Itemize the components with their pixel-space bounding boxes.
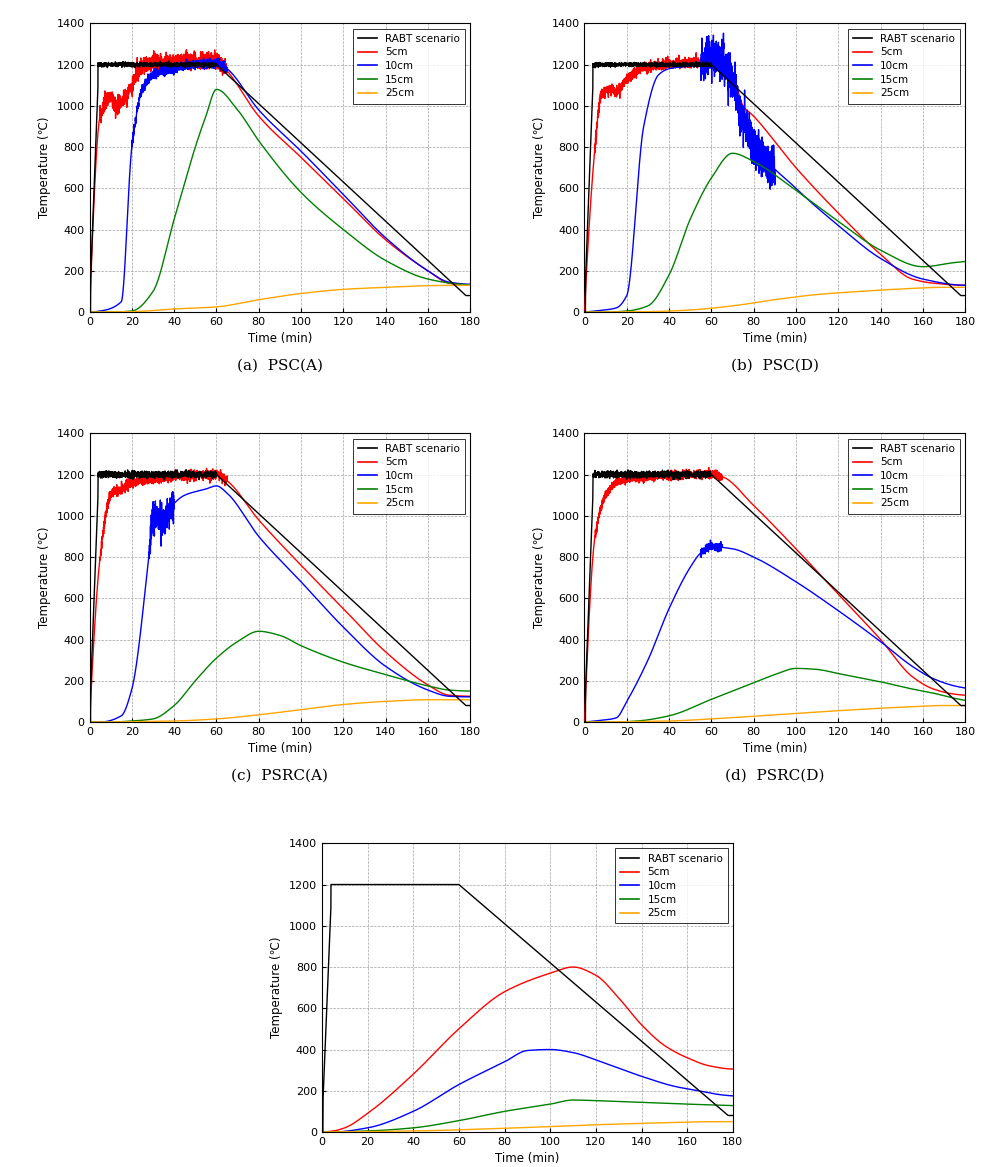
X-axis label: Time (min): Time (min) <box>248 742 312 755</box>
Y-axis label: Temperature (℃): Temperature (℃) <box>533 117 546 218</box>
Legend: RABT scenario, 5cm, 10cm, 15cm, 25cm: RABT scenario, 5cm, 10cm, 15cm, 25cm <box>847 28 959 104</box>
Text: (d)  PSRC(D): (d) PSRC(D) <box>725 768 824 782</box>
Text: (b)  PSC(D): (b) PSC(D) <box>730 358 818 372</box>
Legend: RABT scenario, 5cm, 10cm, 15cm, 25cm: RABT scenario, 5cm, 10cm, 15cm, 25cm <box>352 439 464 513</box>
X-axis label: Time (min): Time (min) <box>248 333 312 345</box>
X-axis label: Time (min): Time (min) <box>742 742 806 755</box>
Y-axis label: Temperature (℃): Temperature (℃) <box>270 937 283 1039</box>
Text: (a)  PSC(A): (a) PSC(A) <box>237 358 323 372</box>
Legend: RABT scenario, 5cm, 10cm, 15cm, 25cm: RABT scenario, 5cm, 10cm, 15cm, 25cm <box>614 848 727 923</box>
Y-axis label: Temperature (℃): Temperature (℃) <box>38 117 51 218</box>
Y-axis label: Temperature (℃): Temperature (℃) <box>38 527 51 628</box>
X-axis label: Time (min): Time (min) <box>495 1152 559 1166</box>
Legend: RABT scenario, 5cm, 10cm, 15cm, 25cm: RABT scenario, 5cm, 10cm, 15cm, 25cm <box>847 439 959 513</box>
Text: (c)  PSRC(A): (c) PSRC(A) <box>232 768 328 782</box>
Legend: RABT scenario, 5cm, 10cm, 15cm, 25cm: RABT scenario, 5cm, 10cm, 15cm, 25cm <box>352 28 464 104</box>
X-axis label: Time (min): Time (min) <box>742 333 806 345</box>
Y-axis label: Temperature (℃): Temperature (℃) <box>533 527 546 628</box>
